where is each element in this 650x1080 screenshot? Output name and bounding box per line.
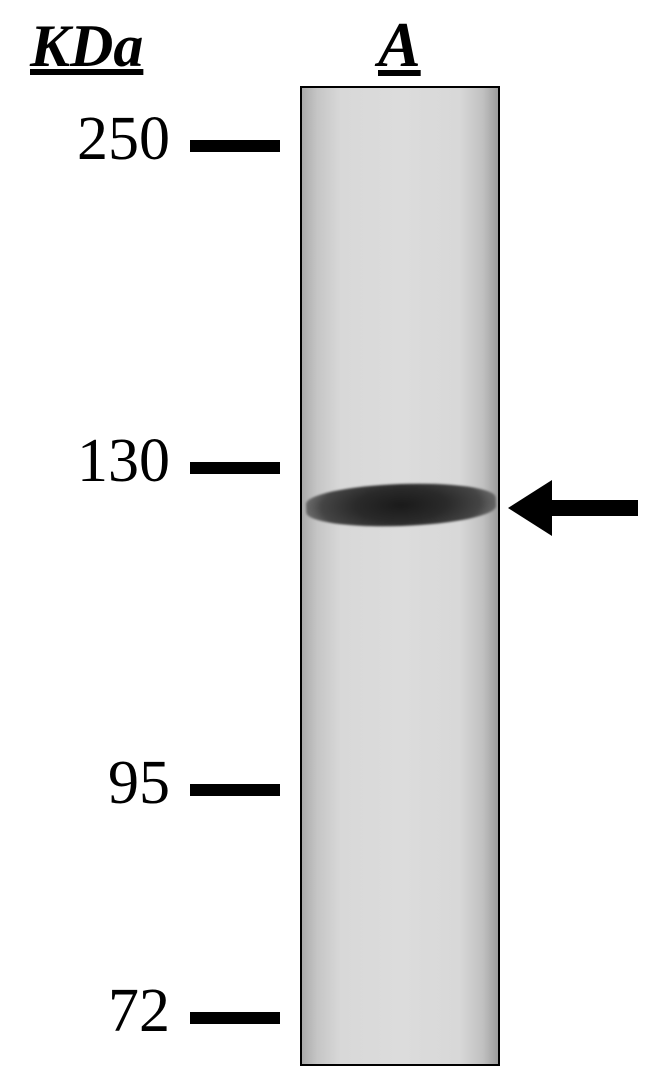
marker-label-95: 95 <box>108 748 170 819</box>
blot-frame <box>300 86 500 1066</box>
blot-figure: KDa A 250 130 95 72 <box>0 0 650 1080</box>
arrow-shaft <box>552 500 638 516</box>
marker-label-72: 72 <box>108 976 170 1047</box>
kda-unit-label: KDa <box>30 12 143 81</box>
marker-tick-130 <box>190 462 280 474</box>
band-indicator-arrow <box>508 480 638 536</box>
arrow-head-icon <box>508 480 552 536</box>
marker-tick-95 <box>190 784 280 796</box>
marker-tick-250 <box>190 140 280 152</box>
marker-label-250: 250 <box>77 104 170 175</box>
lane-a-label: A <box>378 8 421 82</box>
marker-tick-72 <box>190 1012 280 1024</box>
marker-label-130: 130 <box>77 426 170 497</box>
